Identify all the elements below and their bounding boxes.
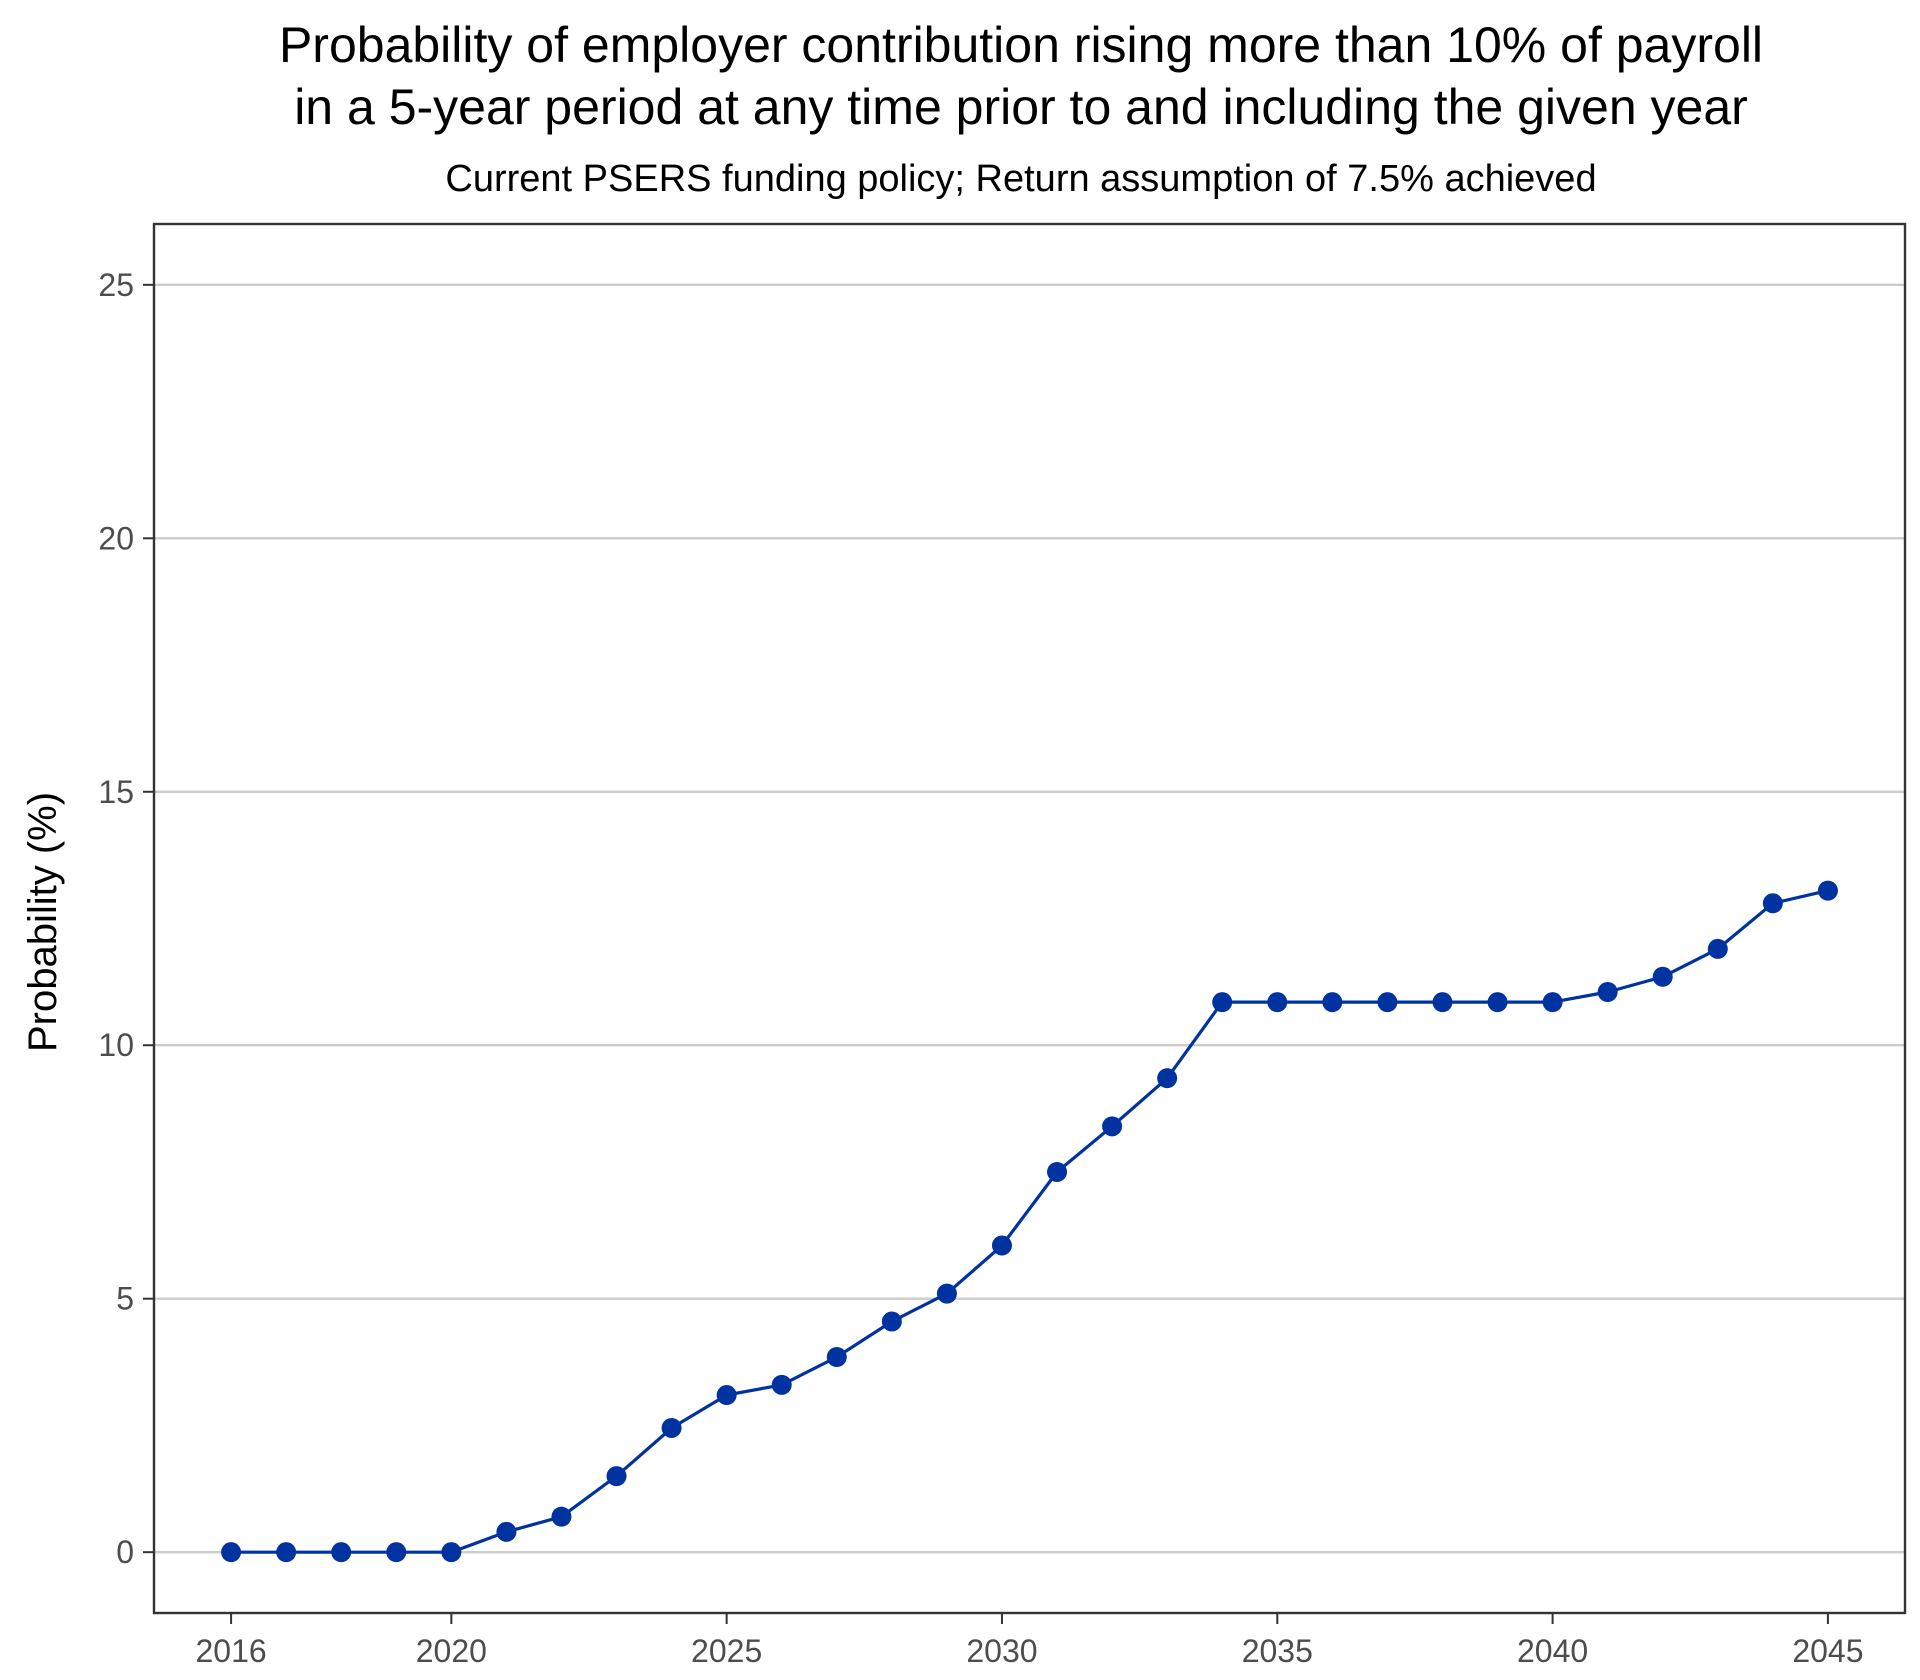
data-point <box>1542 992 1563 1013</box>
chart-subtitle: Current PSERS funding policy; Return ass… <box>445 158 1596 200</box>
grid-lines <box>154 283 1905 1554</box>
data-point <box>551 1506 572 1527</box>
data-point <box>1487 992 1508 1013</box>
data-point <box>826 1346 847 1367</box>
data-point <box>276 1542 297 1563</box>
data-point <box>1377 992 1398 1013</box>
data-point <box>881 1311 902 1332</box>
data-point <box>221 1542 242 1563</box>
y-tick-label: 20 <box>98 520 134 556</box>
y-tick-label: 5 <box>116 1281 134 1317</box>
data-point <box>1102 1116 1123 1137</box>
y-axis-title: Probability (%) <box>21 792 65 1052</box>
data-point <box>1762 893 1783 914</box>
chart-title-line-1: Probability of employer contribution ris… <box>279 17 1763 73</box>
y-tick-label: 15 <box>98 774 134 810</box>
data-point <box>441 1542 462 1563</box>
data-point <box>991 1235 1012 1256</box>
data-point <box>1707 938 1728 959</box>
x-tick-label: 2045 <box>1792 1633 1863 1669</box>
data-point <box>331 1542 352 1563</box>
x-tick-label: 2020 <box>416 1633 487 1669</box>
x-tick-label: 2016 <box>195 1633 266 1669</box>
x-tick-label: 2035 <box>1242 1633 1313 1669</box>
x-tick-label: 2030 <box>966 1633 1037 1669</box>
data-point <box>1322 992 1343 1013</box>
x-tick-label: 2025 <box>691 1633 762 1669</box>
data-point <box>1212 992 1233 1013</box>
data-point <box>496 1521 517 1542</box>
data-point <box>661 1417 682 1438</box>
data-point <box>1047 1161 1068 1182</box>
series-line <box>231 889 1829 1554</box>
data-point <box>1652 966 1673 987</box>
data-point <box>1267 992 1288 1013</box>
y-tick-label: 10 <box>98 1027 134 1063</box>
data-point <box>1157 1068 1178 1089</box>
data-point <box>1597 982 1618 1003</box>
data-point <box>716 1385 737 1406</box>
data-point <box>386 1542 407 1563</box>
plot-border <box>152 222 1907 1615</box>
y-tick-label: 0 <box>116 1534 134 1570</box>
data-point <box>1817 880 1838 901</box>
data-point <box>1432 992 1453 1013</box>
data-point <box>606 1466 627 1487</box>
x-tick-label: 2040 <box>1517 1633 1588 1669</box>
data-point <box>771 1374 792 1395</box>
data-point <box>936 1283 957 1304</box>
y-tick-label: 25 <box>98 267 134 303</box>
data-series <box>221 880 1838 1563</box>
chart-title-line-2: in a 5-year period at any time prior to … <box>294 79 1748 135</box>
